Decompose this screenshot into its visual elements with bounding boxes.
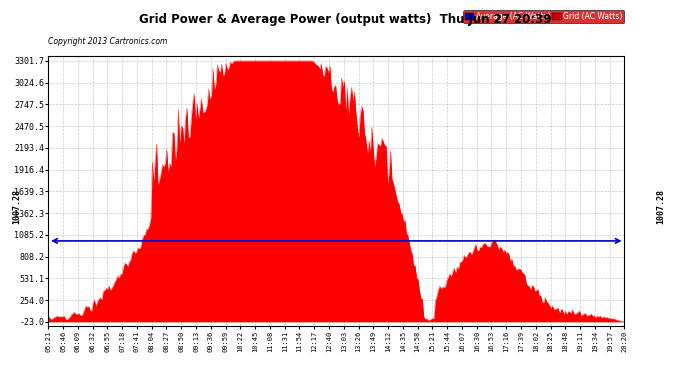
Text: 1007.28: 1007.28 (12, 189, 22, 224)
Text: 1007.28: 1007.28 (656, 189, 666, 224)
Legend: Average (AC Watts), Grid (AC Watts): Average (AC Watts), Grid (AC Watts) (463, 10, 624, 23)
Text: Grid Power & Average Power (output watts)  Thu Jun 27 20:39: Grid Power & Average Power (output watts… (139, 13, 551, 26)
Text: Copyright 2013 Cartronics.com: Copyright 2013 Cartronics.com (48, 38, 168, 46)
